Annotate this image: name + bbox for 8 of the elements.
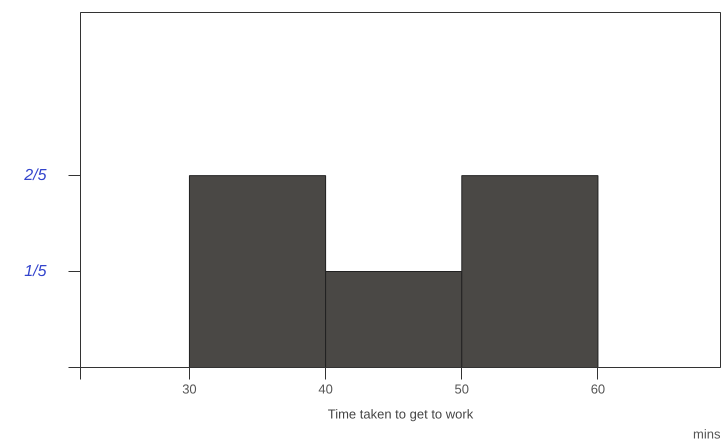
x-tick-label: 50 <box>454 382 470 396</box>
x-tick-label: 30 <box>182 382 197 396</box>
x-tick-label: 40 <box>318 382 333 396</box>
text: mins <box>693 426 721 441</box>
y-tick-label: 2/5 <box>23 167 47 184</box>
x-axis-title: Time taken to get to work <box>328 406 474 422</box>
y-tick-label: 1/5 <box>24 263 47 280</box>
x-tick-label: 60 <box>590 382 606 396</box>
